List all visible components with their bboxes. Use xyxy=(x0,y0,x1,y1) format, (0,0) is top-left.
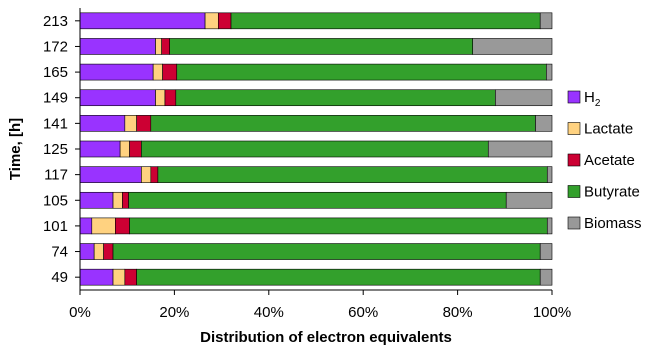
bar-segment-125-1 xyxy=(119,140,130,158)
x-tick-labels: 0% 20% 40% 60% 80% 100% xyxy=(69,304,571,321)
bar-segment-49-2 xyxy=(124,268,137,286)
bar-segment-49-0 xyxy=(79,268,114,286)
bar-segment-165-1 xyxy=(152,63,163,81)
bar-segment-149-1 xyxy=(155,89,166,107)
bar-segment-74-2 xyxy=(103,243,114,260)
bar-segment-172-0 xyxy=(79,38,156,55)
bar-segment-165-4 xyxy=(546,63,553,81)
y-tick-label: 101 xyxy=(43,218,68,235)
bar-segment-125-0 xyxy=(79,140,121,158)
y-tick-label: 49 xyxy=(51,269,68,286)
bar-segment-74-4 xyxy=(539,243,553,260)
bar-segment-141-1 xyxy=(124,115,137,132)
legend-swatch-0 xyxy=(567,90,581,104)
bar-segment-49-1 xyxy=(112,268,126,286)
bar-segment-213-3 xyxy=(230,12,541,30)
bar-segment-149-3 xyxy=(175,89,496,107)
bar-segment-49-4 xyxy=(539,268,553,286)
bar-segment-117-1 xyxy=(141,166,152,183)
bar-segment-117-4 xyxy=(546,166,553,183)
bar-segment-141-4 xyxy=(535,115,553,132)
bar-segment-101-0 xyxy=(79,217,93,235)
x-tick-label: 0% xyxy=(69,304,91,321)
x-tick-label: 80% xyxy=(443,304,473,321)
legend-swatch-1 xyxy=(567,122,581,135)
bar-segment-213-2 xyxy=(217,12,232,30)
legend: H2 Lactate Acetate Butyrate Biomass xyxy=(567,89,642,232)
bar-segment-172-4 xyxy=(472,38,553,55)
bar-segment-105-3 xyxy=(128,191,507,209)
bar-segment-117-2 xyxy=(150,166,159,183)
bar-segment-101-2 xyxy=(115,217,130,235)
bars-group xyxy=(79,12,553,286)
bar-segment-213-4 xyxy=(539,12,553,30)
y-tick-label: 117 xyxy=(44,167,68,184)
bar-segment-165-2 xyxy=(162,63,178,81)
bar-segment-172-1 xyxy=(155,38,162,55)
legend-label-0: H2 xyxy=(584,89,601,109)
x-axis-title: Distribution of electron equivalents xyxy=(200,329,452,346)
bar-segment-105-0 xyxy=(79,191,114,209)
x-tick-label: 60% xyxy=(348,304,378,321)
bar-segment-149-0 xyxy=(79,89,156,107)
bar-segment-125-2 xyxy=(129,140,142,158)
bar-segment-213-0 xyxy=(79,12,206,30)
bar-segment-74-0 xyxy=(79,243,95,260)
bar-segment-213-1 xyxy=(204,12,219,30)
y-tick-label: 213 xyxy=(43,13,68,30)
y-tick-label: 172 xyxy=(43,38,68,55)
y-tick-label: 105 xyxy=(43,192,68,209)
y-tick-label: 141 xyxy=(43,115,68,132)
y-tick-label: 74 xyxy=(51,244,68,261)
bar-segment-74-3 xyxy=(112,243,541,260)
y-tick-label: 125 xyxy=(43,141,68,158)
x-tick-label: 20% xyxy=(159,304,189,321)
legend-swatch-3 xyxy=(567,185,581,198)
bar-segment-101-1 xyxy=(91,217,116,235)
bar-segment-141-3 xyxy=(150,115,536,132)
bar-segment-49-3 xyxy=(136,268,541,286)
legend-label-1: Lactate xyxy=(584,121,633,138)
bar-segment-165-3 xyxy=(176,63,547,81)
bar-segment-125-3 xyxy=(141,140,489,158)
y-tick-labels: 213 172 165 149 141 125 117 105 101 74 49 xyxy=(43,13,68,286)
legend-swatch-4 xyxy=(567,216,581,230)
legend-label-4: Biomass xyxy=(584,215,642,232)
legend-swatch-2 xyxy=(567,153,581,167)
bar-segment-74-1 xyxy=(93,243,104,260)
y-tick-label: 149 xyxy=(43,90,68,107)
x-tick-label: 100% xyxy=(533,304,571,321)
bar-segment-117-0 xyxy=(79,166,142,183)
y-tick-label: 165 xyxy=(43,64,68,81)
bar-segment-149-4 xyxy=(495,89,553,107)
bar-segment-172-2 xyxy=(161,38,170,55)
bar-segment-149-2 xyxy=(164,89,177,107)
bar-segment-105-4 xyxy=(505,191,553,209)
bar-segment-172-3 xyxy=(169,38,474,55)
bar-segment-101-4 xyxy=(546,217,553,235)
legend-label-3: Butyrate xyxy=(584,184,640,201)
bar-segment-125-4 xyxy=(487,140,553,158)
axes-group xyxy=(75,8,553,295)
bar-segment-141-2 xyxy=(136,115,152,132)
x-tick-label: 40% xyxy=(254,304,284,321)
bar-segment-101-3 xyxy=(129,217,548,235)
bar-segment-105-2 xyxy=(122,191,129,209)
y-axis-title: Time, [h] xyxy=(7,118,24,180)
bar-segment-141-0 xyxy=(79,115,126,132)
bar-segment-165-0 xyxy=(79,63,154,81)
bar-segment-105-1 xyxy=(112,191,123,209)
bar-segment-117-3 xyxy=(157,166,548,183)
legend-label-2: Acetate xyxy=(584,152,635,169)
